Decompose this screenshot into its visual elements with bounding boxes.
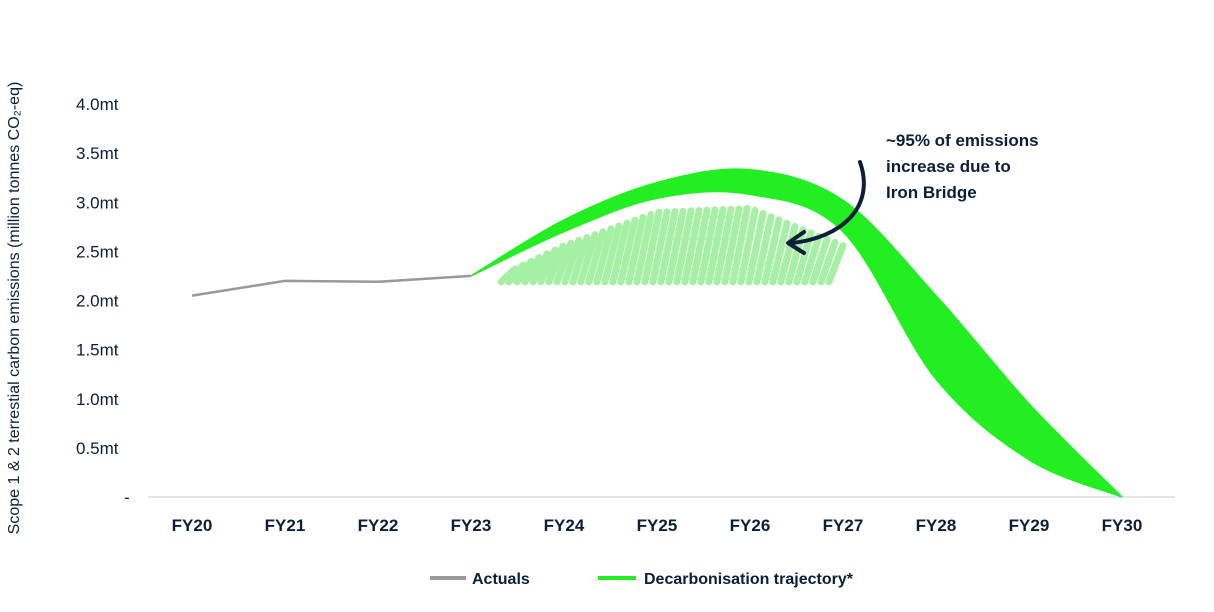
annotation: ~95% of emissions increase due to Iron B… [786,131,1039,255]
y-tick-label: 1.0mt [76,390,119,409]
x-tick-label: FY21 [265,516,306,535]
x-tick-label: FY30 [1102,516,1143,535]
y-tick-label: 3.5mt [76,144,119,163]
actuals-line [191,274,472,297]
y-tick-label: 0.5mt [76,439,119,458]
annotation-line-2: increase due to [886,157,1011,176]
x-tick-label: FY25 [637,516,678,535]
y-tick-label: 3.0mt [76,193,119,212]
y-tick-label: - [124,488,130,507]
annotation-arrowhead-icon [786,230,806,255]
legend: Actuals Decarbonisation trajectory* [430,571,854,588]
y-tick-label: 1.5mt [76,341,119,360]
x-tick-label: FY20 [172,516,213,535]
y-tick-labels: - 0.5mt 1.0mt 1.5mt 2.0mt 2.5mt 3.0mt 3.5mt 4.0m… [76,95,130,507]
x-tick-label: FY29 [1009,516,1050,535]
annotation-arrow-icon [790,160,866,245]
hatch-scribble [497,205,847,286]
annotation-line-1: ~95% of emissions [886,131,1039,150]
x-tick-labels: FY20 FY21 FY22 FY23 FY24 FY25 FY26 FY27 FY28 FY29… [172,516,1143,535]
emissions-increase-hatch [497,205,847,286]
x-tick-label: FY24 [544,516,585,535]
annotation-line-3: Iron Bridge [886,183,977,202]
y-tick-label: 4.0mt [76,95,119,114]
legend-item-actuals: Actuals [430,571,530,588]
x-tick-label: FY28 [916,516,957,535]
legend-label-actuals: Actuals [472,571,530,588]
legend-label-trajectory: Decarbonisation trajectory* [644,571,854,588]
x-tick-label: FY27 [823,516,864,535]
trajectory-band [470,168,1123,498]
legend-item-trajectory: Decarbonisation trajectory* [598,571,854,588]
y-tick-label: 2.5mt [76,242,119,261]
y-axis-label: Scope 1 & 2 terrestial carbon emissions … [6,82,23,535]
x-tick-label: FY23 [451,516,492,535]
y-tick-label: 2.0mt [76,292,119,311]
x-tick-label: FY26 [730,516,771,535]
x-tick-label: FY22 [358,516,399,535]
